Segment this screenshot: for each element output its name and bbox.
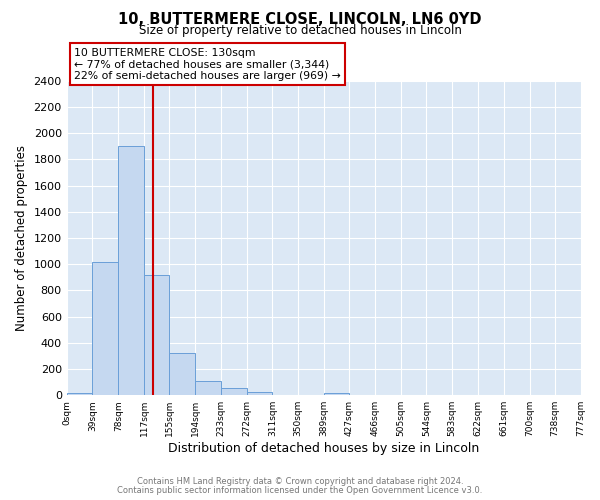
Bar (118, 146, 144, 395)
Bar (67, 393, 92, 395)
Text: Contains HM Land Registry data © Crown copyright and database right 2024.: Contains HM Land Registry data © Crown c… (137, 477, 463, 486)
Bar (324, 393, 349, 395)
Y-axis label: Number of detached properties: Number of detached properties (15, 145, 28, 331)
Text: Contains public sector information licensed under the Open Government Licence v3: Contains public sector information licen… (118, 486, 482, 495)
Bar (221, 388, 247, 395)
Text: 10 BUTTERMERE CLOSE: 130sqm
← 77% of detached houses are smaller (3,344)
22% of : 10 BUTTERMERE CLOSE: 130sqm ← 77% of det… (74, 48, 341, 80)
Bar (195, 381, 221, 395)
Bar (144, 274, 169, 395)
Bar (92, 262, 118, 395)
Bar (169, 354, 195, 395)
Bar (247, 392, 272, 395)
Text: Size of property relative to detached houses in Lincoln: Size of property relative to detached ho… (139, 24, 461, 37)
X-axis label: Distribution of detached houses by size in Lincoln: Distribution of detached houses by size … (168, 442, 479, 455)
Text: 10, BUTTERMERE CLOSE, LINCOLN, LN6 0YD: 10, BUTTERMERE CLOSE, LINCOLN, LN6 0YD (118, 12, 482, 28)
